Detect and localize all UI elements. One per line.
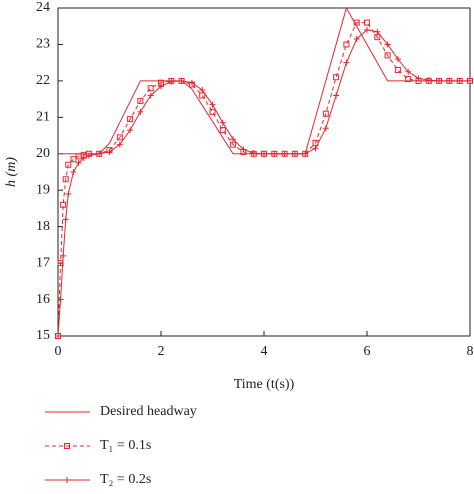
x-tick-label: 0 bbox=[55, 344, 62, 359]
y-tick-label: 24 bbox=[36, 0, 50, 15]
marker bbox=[302, 150, 309, 157]
marker bbox=[209, 101, 216, 108]
marker bbox=[343, 41, 350, 48]
marker bbox=[127, 116, 134, 123]
marker bbox=[250, 150, 257, 157]
marker bbox=[405, 68, 412, 75]
legend-marker bbox=[64, 477, 70, 483]
marker bbox=[80, 155, 87, 162]
marker bbox=[353, 19, 360, 26]
marker bbox=[467, 77, 473, 84]
y-tick-label: 20 bbox=[36, 146, 50, 161]
marker bbox=[158, 83, 164, 90]
marker bbox=[60, 252, 67, 259]
marker bbox=[384, 41, 391, 48]
marker bbox=[374, 28, 381, 35]
x-tick-label: 6 bbox=[364, 344, 371, 359]
marker bbox=[62, 176, 69, 183]
legend-label: T₁ = 0.1s bbox=[100, 438, 151, 453]
marker bbox=[322, 110, 329, 117]
marker bbox=[261, 150, 267, 157]
marker bbox=[147, 85, 154, 92]
marker bbox=[446, 77, 453, 84]
marker bbox=[178, 77, 185, 84]
y-tick-label: 18 bbox=[36, 219, 50, 234]
marker bbox=[65, 161, 72, 168]
marker bbox=[70, 169, 77, 175]
marker bbox=[199, 87, 206, 93]
marker bbox=[230, 136, 237, 143]
marker bbox=[405, 76, 412, 83]
marker bbox=[55, 333, 61, 339]
x-tick-label: 4 bbox=[261, 344, 268, 359]
marker bbox=[394, 66, 401, 73]
marker bbox=[322, 125, 329, 132]
y-tick-label: 17 bbox=[36, 255, 50, 270]
legend-label: Desired headway bbox=[100, 404, 197, 419]
marker bbox=[57, 296, 64, 303]
marker bbox=[85, 152, 92, 159]
marker bbox=[188, 79, 195, 86]
marker bbox=[353, 35, 360, 42]
marker bbox=[75, 159, 82, 166]
marker bbox=[291, 150, 298, 157]
marker bbox=[364, 26, 370, 33]
marker bbox=[384, 52, 391, 59]
marker bbox=[96, 150, 103, 157]
marker bbox=[436, 77, 443, 84]
marker bbox=[106, 148, 113, 155]
x-tick-label: 2 bbox=[158, 344, 165, 359]
marker bbox=[333, 74, 340, 81]
y-axis-label: h (m) bbox=[4, 157, 19, 187]
plot-frame bbox=[57, 7, 471, 337]
marker bbox=[116, 134, 123, 141]
marker bbox=[240, 146, 247, 153]
y-tick-label: 22 bbox=[36, 73, 50, 88]
marker bbox=[209, 108, 216, 115]
legend-marker bbox=[64, 443, 70, 449]
marker bbox=[281, 150, 288, 157]
marker bbox=[219, 119, 226, 126]
marker bbox=[364, 19, 370, 26]
y-tick-label: 21 bbox=[36, 110, 50, 125]
y-tick-label: 23 bbox=[36, 37, 50, 52]
marker bbox=[312, 145, 319, 152]
marker bbox=[343, 59, 350, 66]
data-line bbox=[57, 29, 470, 337]
y-tick-label: 15 bbox=[36, 328, 50, 343]
marker bbox=[62, 216, 69, 223]
marker bbox=[116, 141, 123, 148]
marker bbox=[127, 127, 134, 134]
marker bbox=[425, 77, 432, 84]
x-axis-label: Time (t(s)) bbox=[234, 377, 295, 392]
marker bbox=[168, 78, 175, 85]
marker bbox=[333, 92, 340, 99]
marker bbox=[219, 127, 226, 134]
y-tick-label: 19 bbox=[36, 182, 50, 197]
marker bbox=[137, 97, 144, 104]
marker bbox=[415, 75, 422, 82]
marker bbox=[137, 108, 144, 115]
marker bbox=[394, 56, 401, 63]
legend-label: T₂ = 0.2s bbox=[100, 472, 151, 487]
marker bbox=[60, 201, 67, 208]
marker bbox=[271, 150, 278, 157]
x-tick-label: 8 bbox=[467, 344, 474, 359]
marker bbox=[456, 77, 463, 84]
y-tick-label: 16 bbox=[36, 292, 50, 307]
marker bbox=[147, 92, 154, 99]
data-line bbox=[57, 22, 470, 337]
marker bbox=[65, 190, 72, 197]
data-line bbox=[58, 6, 470, 155]
